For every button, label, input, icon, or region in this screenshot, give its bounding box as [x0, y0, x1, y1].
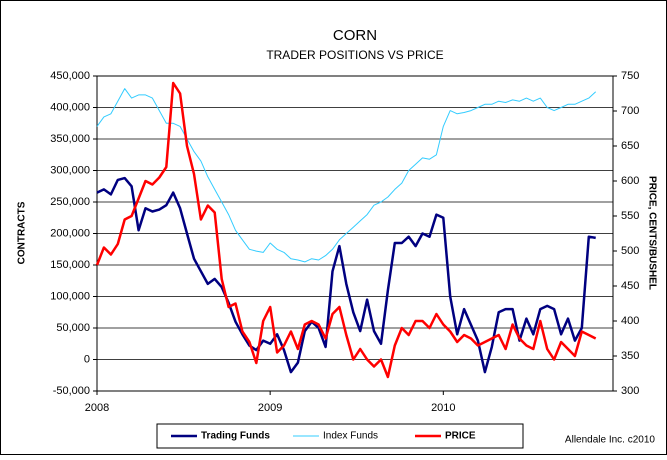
y2-tick-label: 550 [621, 210, 639, 222]
series-line [96, 176, 596, 374]
legend-label: PRICE [445, 431, 476, 442]
y-tick-label: 450,000 [50, 70, 90, 82]
x-tick-label: 2009 [258, 402, 282, 414]
legend-box [156, 423, 524, 449]
plot-border [96, 75, 614, 392]
legend-label: Index Funds [323, 431, 378, 442]
y-tick-label: -50,000 [53, 385, 90, 397]
y2-tick-label: 500 [621, 245, 639, 257]
y-tick-label: 350,000 [50, 133, 90, 145]
y2-tick-label: 750 [621, 70, 639, 82]
legend-label: Trading Funds [201, 431, 270, 442]
x-tick-label: 2008 [85, 402, 109, 414]
y2-tick-label: 700 [621, 105, 639, 117]
y-tick-label: 400,000 [50, 101, 90, 113]
y-tick-label: 250,000 [50, 196, 90, 208]
y2-tick-label: 650 [621, 140, 639, 152]
y-axis-label: CONTRACTS [17, 201, 28, 264]
series-line [95, 81, 597, 379]
y-tick-label: 200,000 [50, 227, 90, 239]
y-tick-label: 50,000 [56, 322, 90, 334]
y2-tick-label: 350 [621, 350, 639, 362]
y-tick-label: 150,000 [50, 259, 90, 271]
chart-title: CORN [333, 27, 377, 44]
series-line [96, 88, 597, 263]
y-tick-label: 300,000 [50, 164, 90, 176]
x-tick-label: 2010 [431, 402, 455, 414]
y2-tick-label: 400 [621, 315, 639, 327]
chart-subtitle: TRADER POSITIONS VS PRICE [266, 48, 443, 62]
y2-tick-label: 600 [621, 175, 639, 187]
y2-axis-label: PRICE, CENTS/BUSHEL [646, 176, 657, 290]
credit: Allendale Inc. c2010 [565, 435, 656, 446]
y2-tick-label: 300 [621, 385, 639, 397]
y-tick-label: 100,000 [50, 290, 90, 302]
y-tick-label: 0 [84, 353, 90, 365]
y2-tick-label: 450 [621, 280, 639, 292]
